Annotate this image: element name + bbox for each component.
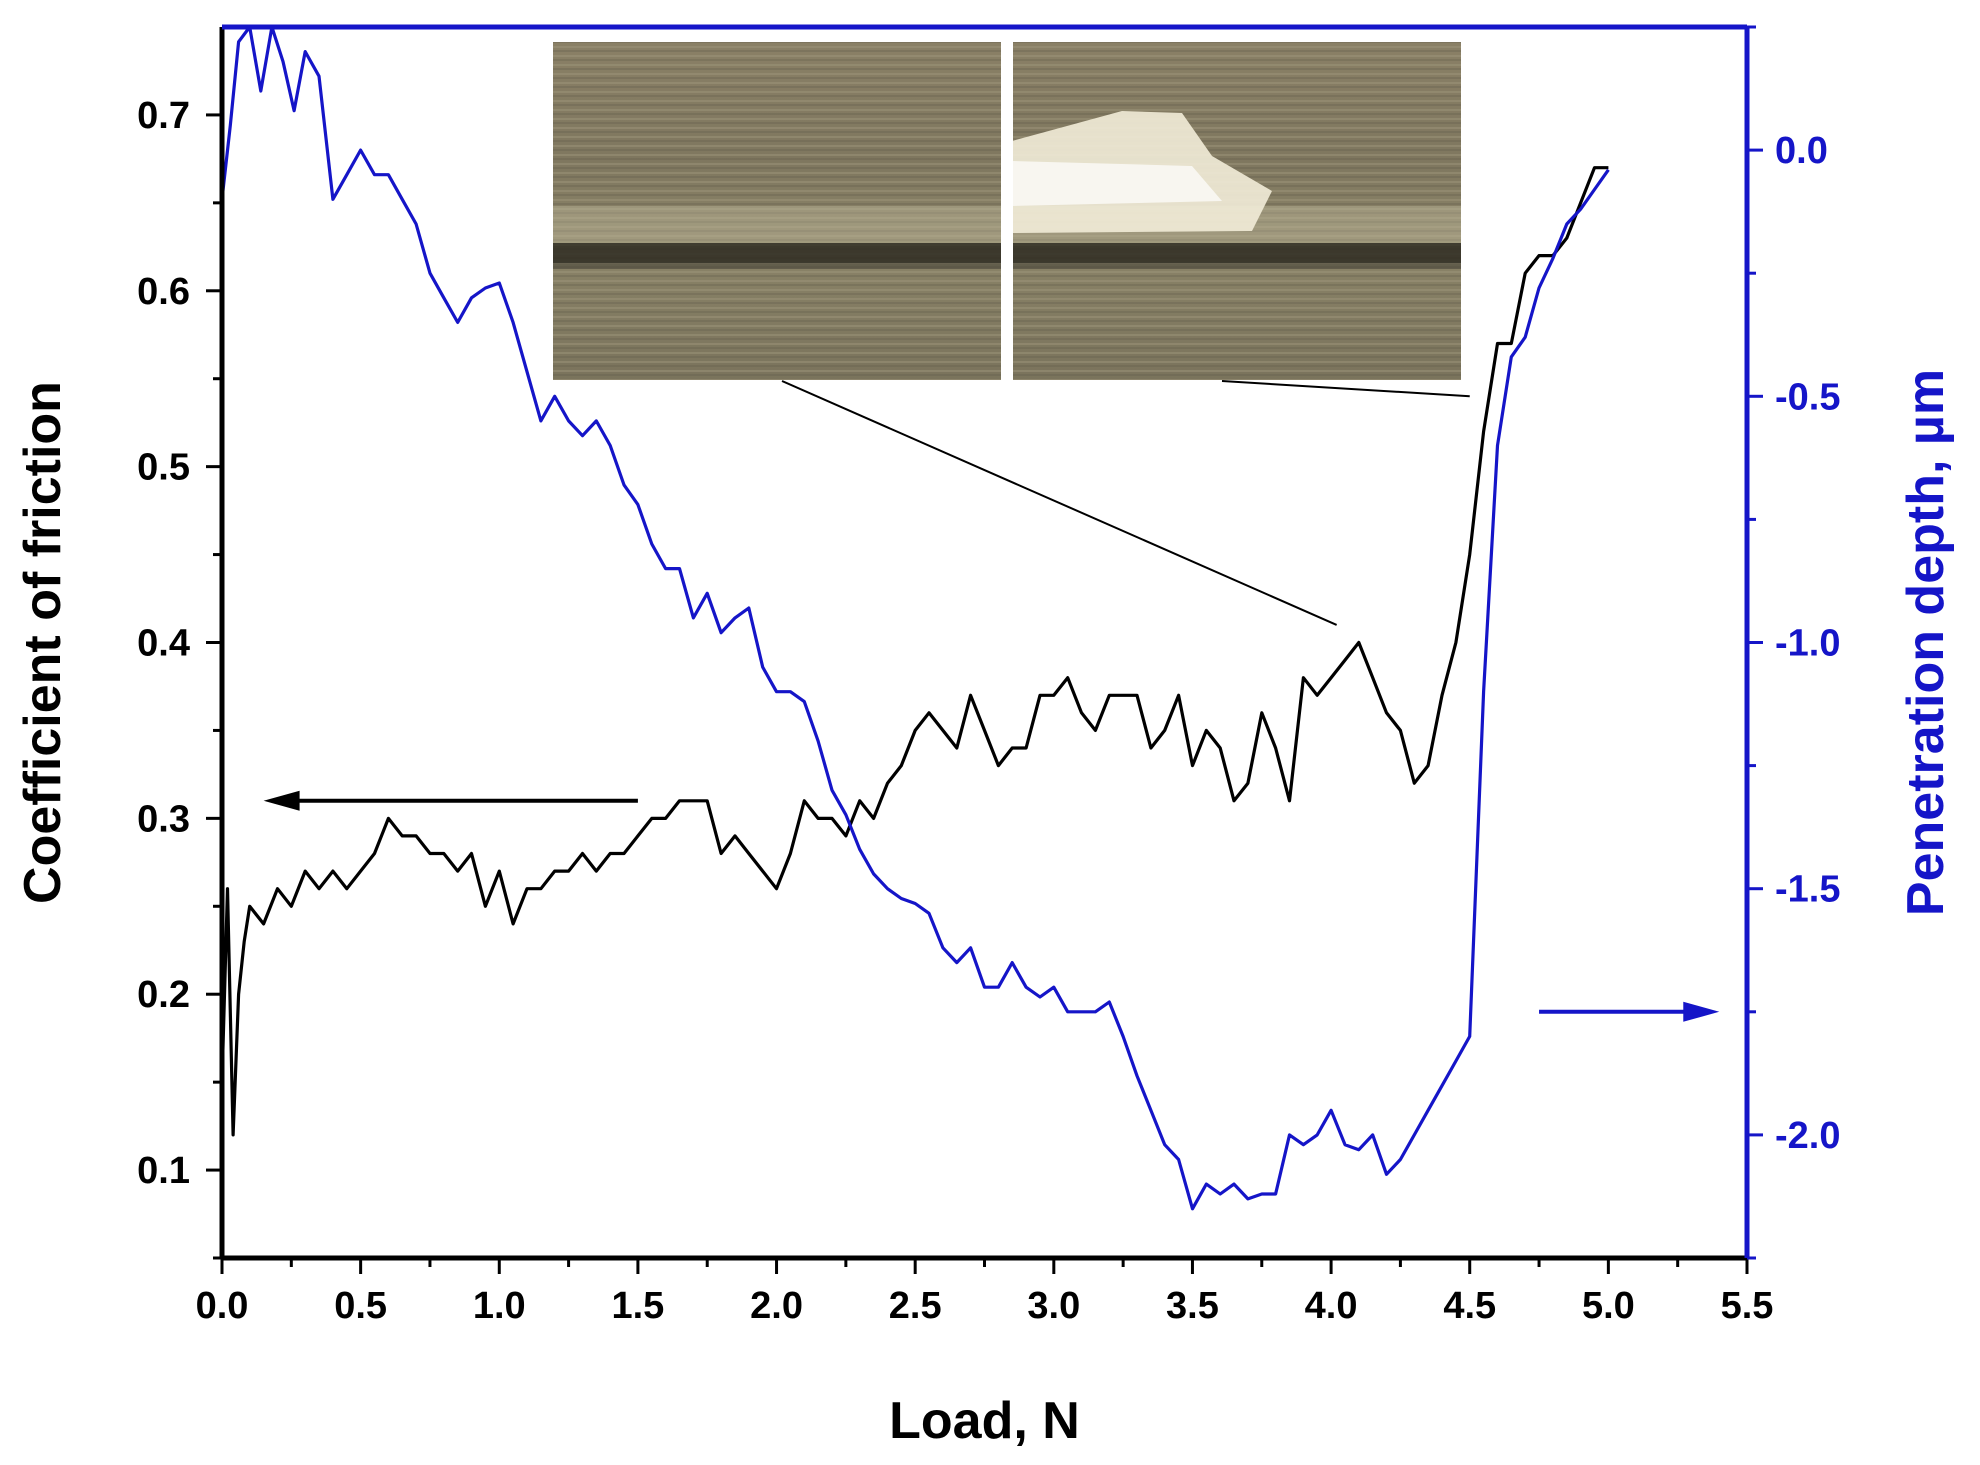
x-axis-title: Load, N bbox=[889, 1392, 1080, 1450]
x-tick-label: 4.0 bbox=[1305, 1285, 1358, 1327]
y-left-tick-label: 0.6 bbox=[137, 271, 190, 313]
wear-track-micrograph-1 bbox=[551, 40, 1003, 382]
micrograph-callout-line bbox=[1221, 380, 1470, 398]
x-tick-label: 1.0 bbox=[473, 1285, 526, 1327]
x-tick-label: 5.5 bbox=[1721, 1285, 1774, 1327]
y-right-tick-label: 0.0 bbox=[1775, 130, 1828, 172]
y-right-axis-title: Penetration depth, µm bbox=[1897, 369, 1955, 916]
y-left-tick-label: 0.7 bbox=[137, 95, 190, 137]
friction-series-line bbox=[220, 166, 1609, 1137]
x-tick-label: 2.0 bbox=[750, 1285, 803, 1327]
y-left-tick-label: 0.1 bbox=[137, 1150, 190, 1192]
right-axis-arrowhead bbox=[1683, 1001, 1720, 1022]
y-right-tick-label: -0.5 bbox=[1775, 376, 1840, 418]
x-tick-label: 0.5 bbox=[334, 1285, 387, 1327]
x-tick-label: 0.0 bbox=[196, 1285, 249, 1327]
x-tick-label: 3.5 bbox=[1166, 1285, 1219, 1327]
left-axis-arrowhead bbox=[263, 790, 300, 811]
x-tick-label: 1.5 bbox=[611, 1285, 664, 1327]
x-tick-label: 4.5 bbox=[1443, 1285, 1496, 1327]
y-right-tick-label: -2.0 bbox=[1775, 1115, 1840, 1157]
y-left-axis-title: Coefficient of friction bbox=[14, 381, 72, 904]
y-right-tick-label: -1.0 bbox=[1775, 623, 1840, 665]
y-right-tick-label: -1.5 bbox=[1775, 869, 1840, 911]
y-left-tick-label: 0.2 bbox=[137, 974, 190, 1016]
x-tick-label: 5.0 bbox=[1582, 1285, 1635, 1327]
y-left-tick-label: 0.5 bbox=[137, 447, 190, 489]
x-tick-label: 3.0 bbox=[1027, 1285, 1080, 1327]
y-left-tick-label: 0.3 bbox=[137, 798, 190, 840]
x-tick-label: 2.5 bbox=[889, 1285, 942, 1327]
wear-track-micrograph-2 bbox=[1011, 40, 1463, 382]
depth-series-line bbox=[220, 25, 1610, 1211]
y-left-tick-label: 0.4 bbox=[137, 623, 190, 665]
micrograph-callout-line bbox=[781, 380, 1338, 626]
